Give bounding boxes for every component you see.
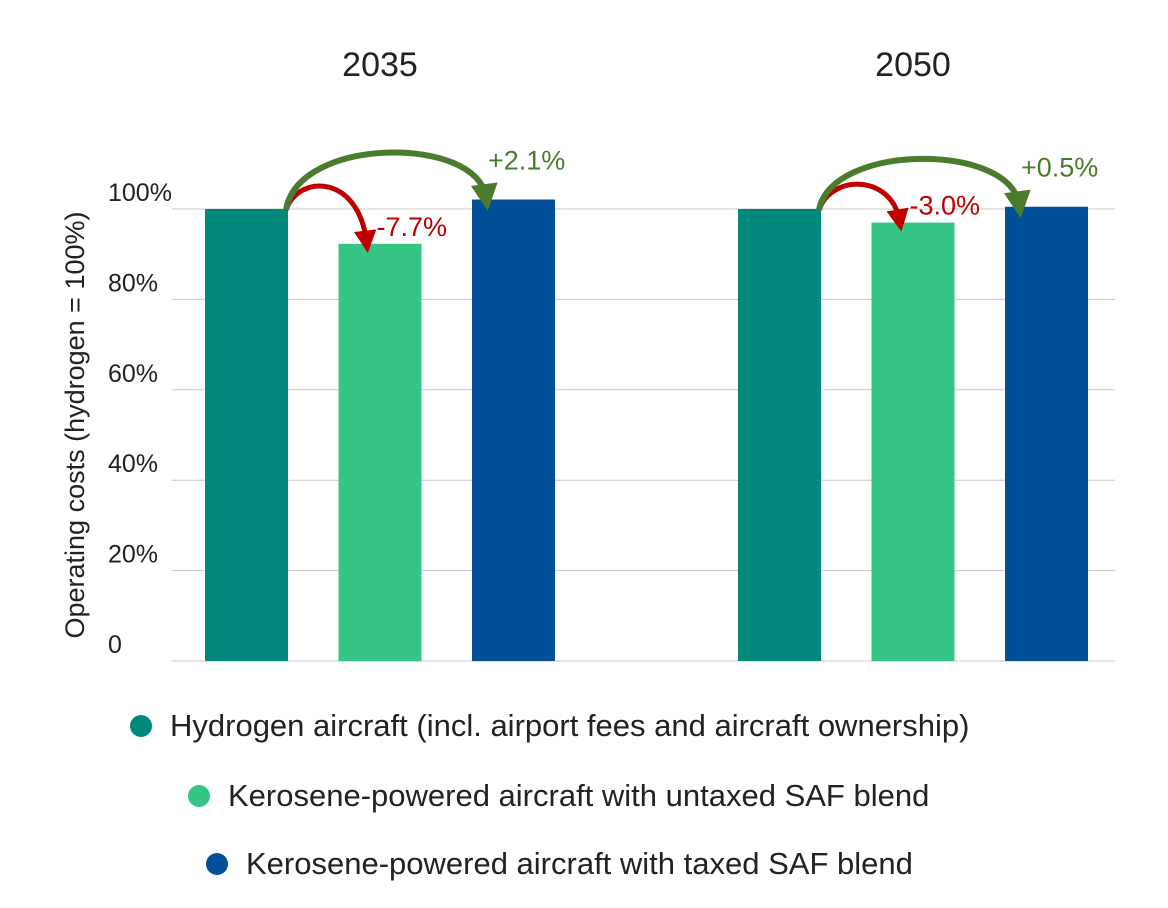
y-tick-label: 0: [108, 631, 122, 659]
legend-item-untaxed: Kerosene-powered aircraft with untaxed S…: [188, 778, 929, 814]
legend-item-hydrogen: Hydrogen aircraft (incl. airport fees an…: [130, 708, 969, 744]
y-tick-label: 40%: [108, 450, 158, 478]
legend-swatch-hydrogen: [130, 715, 152, 737]
y-tick-label: 60%: [108, 360, 158, 388]
bar: [738, 209, 821, 661]
bar: [871, 222, 955, 661]
annotation-arrow: [283, 149, 498, 211]
legend-label-taxed: Kerosene-powered aircraft with taxed SAF…: [246, 846, 913, 881]
annotation-arrow: [816, 155, 1031, 219]
annotation-arrow: [283, 183, 377, 253]
category-label: 2035: [342, 46, 418, 84]
legend-swatch-untaxed: [188, 785, 210, 807]
category-label: 2050: [875, 46, 951, 84]
annotation-label: -3.0%: [910, 191, 981, 221]
annotation-label: -7.7%: [377, 212, 448, 242]
annotation-label: +0.5%: [1021, 153, 1098, 183]
legend-item-taxed: Kerosene-powered aircraft with taxed SAF…: [206, 846, 913, 882]
annotation-label: +2.1%: [488, 146, 565, 176]
y-tick-label: 80%: [108, 269, 158, 297]
legend-label-untaxed: Kerosene-powered aircraft with untaxed S…: [228, 778, 930, 813]
chart: 0 20% 40% 60% 80% 100% Operating costs (hydrog…: [60, 46, 1115, 662]
legend-swatch-taxed: [206, 853, 228, 875]
bar: [338, 243, 422, 661]
y-tick-label: 100%: [108, 179, 172, 207]
legend-label-hydrogen: Hydrogen aircraft (incl. airport fees an…: [170, 708, 970, 743]
bar: [472, 199, 555, 661]
y-tick-label: 20%: [108, 541, 158, 569]
bar: [1005, 206, 1088, 662]
y-axis-label: Operating costs (hydrogen = 100%): [60, 212, 90, 639]
bar: [205, 209, 288, 661]
